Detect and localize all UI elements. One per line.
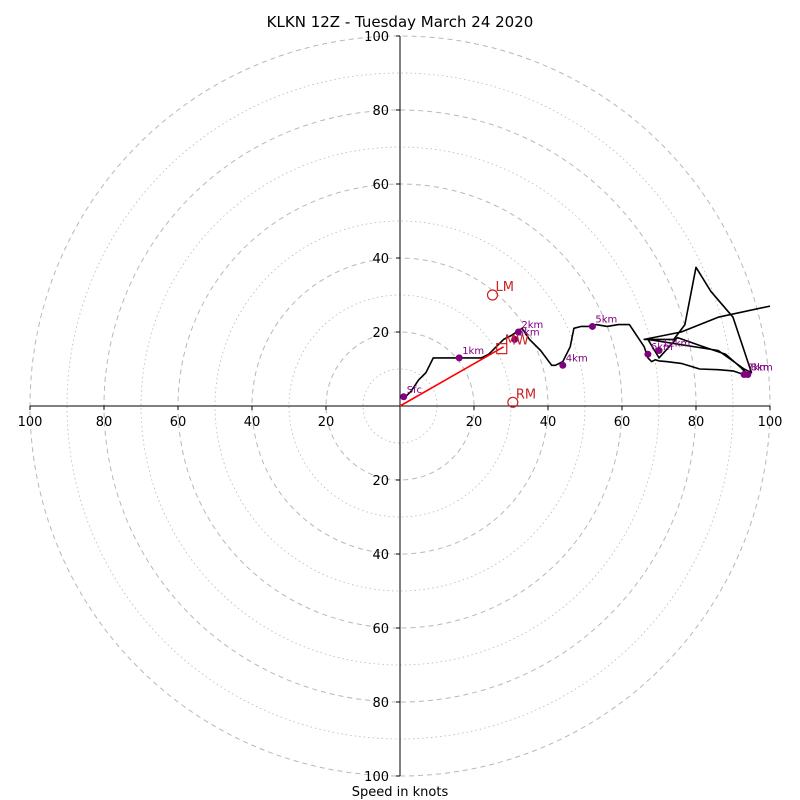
x-tick-label: 40 [540, 415, 557, 430]
y-tick-label: 60 [372, 622, 389, 637]
x-tick-label: 100 [758, 415, 783, 430]
storm-motion-marker [496, 343, 508, 355]
height-label: 2km [521, 320, 543, 331]
shear-vector-group [399, 346, 504, 407]
x-tick-label: 20 [466, 415, 483, 430]
y-tick-label: 60 [372, 178, 389, 193]
height-label: 4km [566, 353, 588, 364]
storm-motion-label: RM [516, 387, 536, 402]
hodograph-trace [403, 266, 771, 400]
shear-vector [399, 346, 504, 407]
storm-motion-marker [507, 396, 519, 408]
height-label: 6km [651, 342, 673, 353]
y-tick-label: 40 [372, 548, 389, 563]
y-tick-label: 100 [364, 770, 389, 785]
height-point [400, 393, 408, 401]
x-tick-label: 40 [244, 415, 261, 430]
storm-motion-markers: LM RM MW [486, 280, 536, 408]
chart-title: KLKN 12Z - Tuesday March 24 2020 [267, 13, 534, 31]
x-tick-label: 60 [614, 415, 631, 430]
x-axis-label: Speed in knots [352, 785, 449, 800]
height-point [588, 322, 596, 330]
y-tick-label: 40 [372, 252, 389, 267]
storm-motion-label: LM [496, 280, 514, 295]
height-label: 12km [662, 339, 690, 350]
y-tick-label: 80 [372, 104, 389, 119]
height-point [655, 347, 663, 354]
y-tick-label: 80 [372, 696, 389, 711]
hodograph-trace-group [403, 266, 771, 400]
storm-motion-label: MW [505, 334, 529, 349]
x-tick-label: 100 [18, 415, 43, 430]
height-label: 3km [518, 327, 540, 338]
y-tick-label: 100 [364, 30, 389, 45]
storm-motion-marker [486, 289, 499, 301]
x-tick-label: 20 [318, 415, 335, 430]
x-tick-label: 60 [170, 415, 187, 430]
x-tick-label: 80 [688, 415, 705, 430]
height-point [559, 361, 567, 369]
y-tick-label: 20 [372, 326, 389, 341]
height-point [744, 371, 752, 379]
height-label: 1km [462, 346, 484, 357]
height-label: 5km [595, 314, 617, 325]
height-point [455, 354, 463, 362]
x-tick-label: 80 [96, 415, 113, 430]
height-label: 7km [747, 363, 769, 374]
height-label: Sfc [407, 385, 422, 396]
y-tick-label: 20 [372, 474, 389, 489]
height-point [511, 335, 519, 343]
height-label: 8km [751, 363, 773, 374]
tick-labels: 100 80 60 40 20 20 40 60 80 100 100 80 60 40 20 20 40 60 8… [18, 30, 783, 785]
height-point [644, 350, 652, 358]
height-point [514, 328, 522, 336]
